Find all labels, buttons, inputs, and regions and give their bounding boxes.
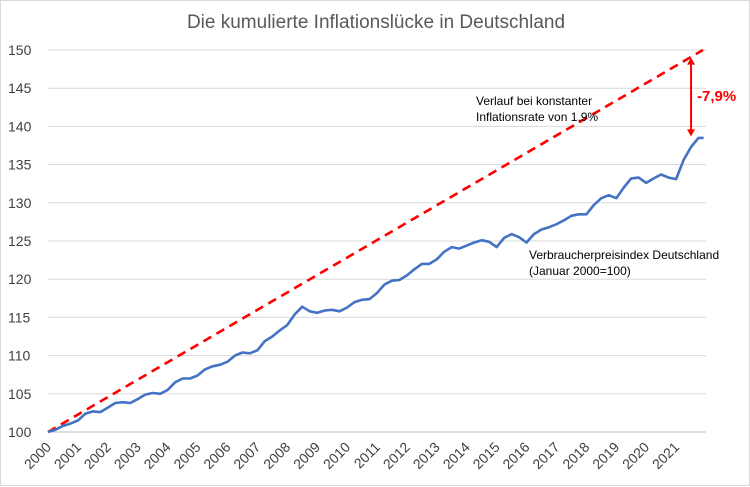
- gap-label: -7,9%: [697, 88, 736, 105]
- x-tick-label: 2000: [21, 439, 54, 472]
- gap-annotation: -7,9%: [687, 57, 736, 137]
- x-tick-label: 2011: [351, 439, 384, 472]
- x-tick-label: 2002: [81, 439, 114, 472]
- x-tick-label: 2010: [320, 439, 353, 472]
- y-axis-ticks: 100 105 110 115 120 125 130 135 140 145 150: [8, 42, 32, 440]
- chart-title: Die kumulierte Inflationslücke in Deutsc…: [187, 12, 565, 33]
- series-line-cpi: [47, 136, 704, 434]
- x-tick-label: 2018: [559, 439, 592, 472]
- y-tick-label: 105: [8, 386, 32, 402]
- y-tick-label: 120: [8, 271, 32, 287]
- x-tick-label: 2021: [649, 439, 682, 472]
- series-labels: Verbraucherpreisindex Deutschland (Januar…: [476, 94, 719, 278]
- x-tick-label: 2007: [230, 439, 263, 472]
- series-label: Verbraucherpreisindex Deutschland: [529, 248, 719, 262]
- y-tick-label: 130: [8, 195, 32, 211]
- x-tick-label: 2014: [440, 439, 473, 472]
- gap-arrow-head-down: [687, 129, 696, 137]
- gridlines: [48, 49, 706, 395]
- x-tick-label: 2016: [499, 439, 532, 472]
- x-axis-ticks: 2000200120022003200420052006200720082009…: [21, 439, 683, 472]
- y-tick-label: 100: [8, 424, 32, 440]
- x-tick-label: 2009: [290, 439, 323, 472]
- y-tick-label: 125: [8, 233, 32, 249]
- series-label: Verlauf bei konstanter: [476, 94, 592, 108]
- y-tick-label: 150: [8, 42, 32, 58]
- x-tick-label: 2013: [410, 439, 443, 472]
- x-tick-label: 2005: [170, 439, 203, 472]
- x-tick-label: 2019: [589, 439, 622, 472]
- x-tick-label: 2015: [469, 439, 502, 472]
- x-tick-label: 2012: [380, 439, 413, 472]
- series-label: Inflationsrate von 1,9%: [476, 110, 598, 124]
- y-tick-label: 115: [8, 309, 31, 325]
- series-label: (Januar 2000=100): [529, 264, 631, 278]
- y-tick-label: 140: [8, 118, 32, 134]
- series-line-constant-inflation: [47, 48, 704, 434]
- x-tick-label: 2008: [260, 439, 293, 472]
- series-lines: [47, 48, 704, 434]
- gap-arrow-head-up: [687, 57, 696, 65]
- x-tick-label: 2001: [51, 439, 84, 472]
- x-tick-label: 2017: [529, 439, 562, 472]
- x-tick-label: 2020: [619, 439, 652, 472]
- y-tick-label: 145: [8, 80, 32, 96]
- y-tick-label: 135: [8, 157, 32, 173]
- y-tick-label: 110: [8, 348, 31, 364]
- x-tick-label: 2004: [140, 439, 173, 472]
- x-tick-label: 2006: [200, 439, 233, 472]
- x-tick-label: 2003: [111, 439, 144, 472]
